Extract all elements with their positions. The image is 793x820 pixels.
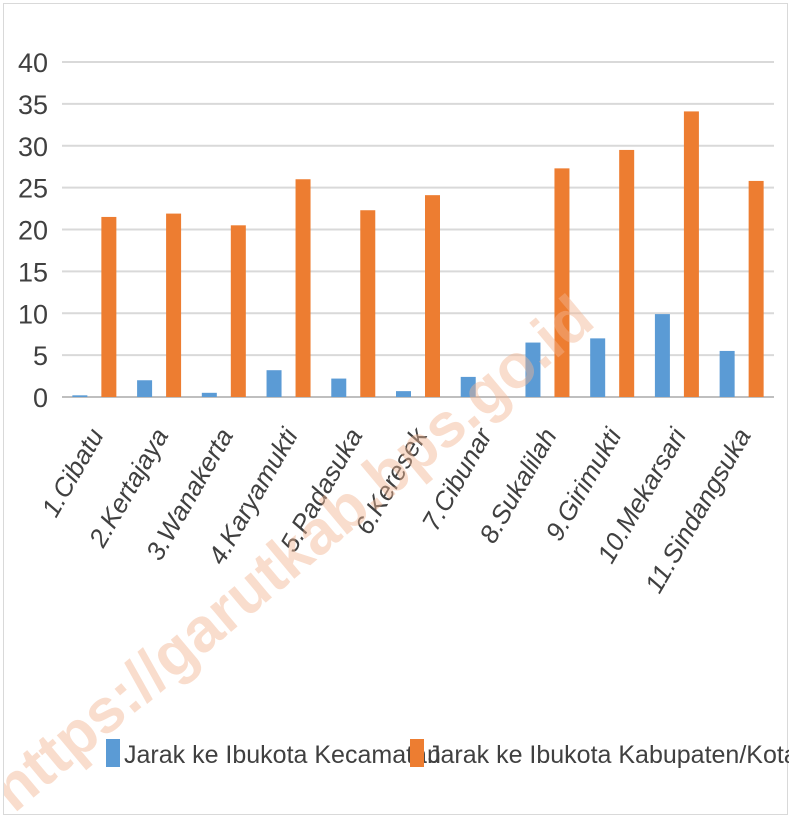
y-tick-label: 40 xyxy=(18,48,48,78)
bar-kecamatan-4 xyxy=(266,370,282,397)
bar-kecamatan-3 xyxy=(201,392,217,397)
bar-kabupaten-4 xyxy=(295,179,311,397)
bars xyxy=(72,111,764,397)
bar-kabupaten-1 xyxy=(101,216,117,397)
bar-kecamatan-6 xyxy=(396,391,411,397)
bar-kabupaten-3 xyxy=(230,225,246,397)
bar-kabupaten-9 xyxy=(619,149,635,397)
bar-kecamatan-1 xyxy=(72,395,88,397)
bar-kabupaten-2 xyxy=(166,213,182,397)
y-tick-label: 30 xyxy=(18,132,48,162)
legend: Jarak ke Ibukota Kecamatan Jarak ke Ibuk… xyxy=(106,739,789,769)
bar-kecamatan-5 xyxy=(331,378,347,397)
bar-kecamatan-2 xyxy=(137,380,153,397)
legend-label-kecamatan: Jarak ke Ibukota Kecamatan xyxy=(124,741,441,769)
bar-kecamatan-9 xyxy=(590,338,606,397)
bar-kabupaten-5 xyxy=(360,210,376,397)
bar-kabupaten-10 xyxy=(683,111,699,397)
y-tick-label: 20 xyxy=(18,216,48,246)
legend-swatch-kecamatan xyxy=(106,739,120,767)
bar-kabupaten-11 xyxy=(748,180,764,397)
y-tick-label: 15 xyxy=(18,257,48,287)
bar-kecamatan-7 xyxy=(460,376,476,397)
bar-kecamatan-10 xyxy=(654,314,670,397)
bar-kecamatan-11 xyxy=(719,350,735,397)
bar-kecamatan-8 xyxy=(525,342,541,397)
y-axis-ticks: 0 5 10 15 20 25 30 35 40 xyxy=(18,48,48,413)
y-tick-label: 0 xyxy=(33,383,48,413)
y-tick-label: 35 xyxy=(18,90,48,120)
legend-swatch-kabupaten xyxy=(410,739,424,767)
legend-label-kabupaten: Jarak ke Ibukota Kabupaten/Kota xyxy=(428,741,789,769)
y-tick-label: 5 xyxy=(33,341,48,371)
bar-kabupaten-6 xyxy=(425,195,440,397)
x-category-label: 1.Cibatu xyxy=(35,423,109,522)
bar-kabupaten-8 xyxy=(554,168,570,397)
chart-frame: 0 5 10 15 20 25 30 35 40 1.Cibatu 2.Kertajaya 3.Wa… xyxy=(3,3,789,816)
y-tick-label: 10 xyxy=(18,299,48,329)
y-tick-label: 25 xyxy=(18,174,48,204)
